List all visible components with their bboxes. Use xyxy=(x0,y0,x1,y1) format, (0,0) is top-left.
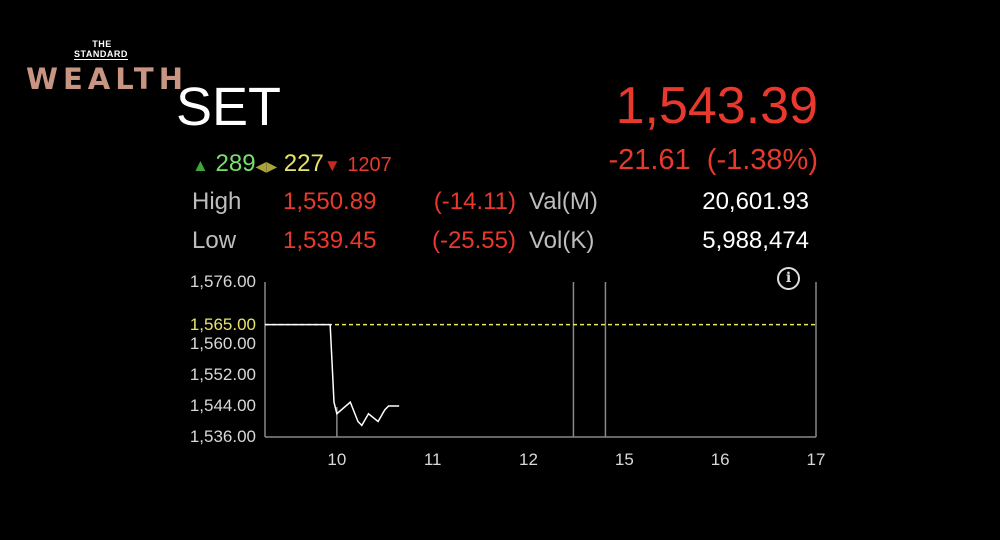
low-change: (-25.55) xyxy=(431,227,516,254)
y-tick-label: 1,576.00 xyxy=(189,272,256,291)
advancers-count: 289 xyxy=(215,150,256,177)
index-change: -21.61 (-1.38%) xyxy=(608,144,818,177)
triangle-down-icon: ▼ xyxy=(323,156,341,175)
high-change: (-14.11) xyxy=(433,188,516,215)
high-label: High xyxy=(192,188,242,215)
volume-amount: 5,988,474 xyxy=(702,227,809,254)
y-tick-label: 1,536.00 xyxy=(189,427,256,446)
change-value: -21.61 xyxy=(608,144,691,176)
y-tick-label: 1,544.00 xyxy=(189,396,256,415)
low-value: 1,539.45 xyxy=(283,227,377,254)
market-breadth: ▲ 289◀▶ 227▼ 1207 xyxy=(192,150,392,178)
triangle-up-icon: ▲ xyxy=(192,156,209,175)
value-label: Val(M) xyxy=(529,188,598,215)
info-icon[interactable]: i xyxy=(777,267,800,290)
x-tick-label: 16 xyxy=(710,450,730,469)
x-tick-label: 12 xyxy=(519,450,538,469)
prev-close-label: 1,565.00 xyxy=(189,314,256,334)
unchanged-count: 227 xyxy=(283,150,324,177)
logo-standard: STANDARD xyxy=(74,49,128,60)
price-line xyxy=(265,323,400,427)
index-price: 1,543.39 xyxy=(615,77,818,135)
diamond-arrows-icon: ◀▶ xyxy=(255,158,278,174)
x-tick-label: 17 xyxy=(806,450,826,469)
index-title: SET xyxy=(176,77,282,137)
volume-label: Vol(K) xyxy=(529,227,595,254)
y-tick-label: 1,552.00 xyxy=(189,365,256,384)
value-amount: 20,601.93 xyxy=(702,188,809,215)
decliners-count: 1207 xyxy=(347,154,392,176)
logo-wealth: WEALTH xyxy=(26,62,188,96)
low-label: Low xyxy=(192,227,237,254)
x-tick-label: 15 xyxy=(614,450,634,469)
y-tick-label: 1,560.00 xyxy=(189,334,256,353)
high-value: 1,550.89 xyxy=(283,188,377,215)
x-tick-label: 10 xyxy=(327,450,347,469)
logo-the: THE xyxy=(92,39,112,49)
x-tick-label: 11 xyxy=(423,450,442,469)
change-percent: (-1.38%) xyxy=(706,144,818,176)
